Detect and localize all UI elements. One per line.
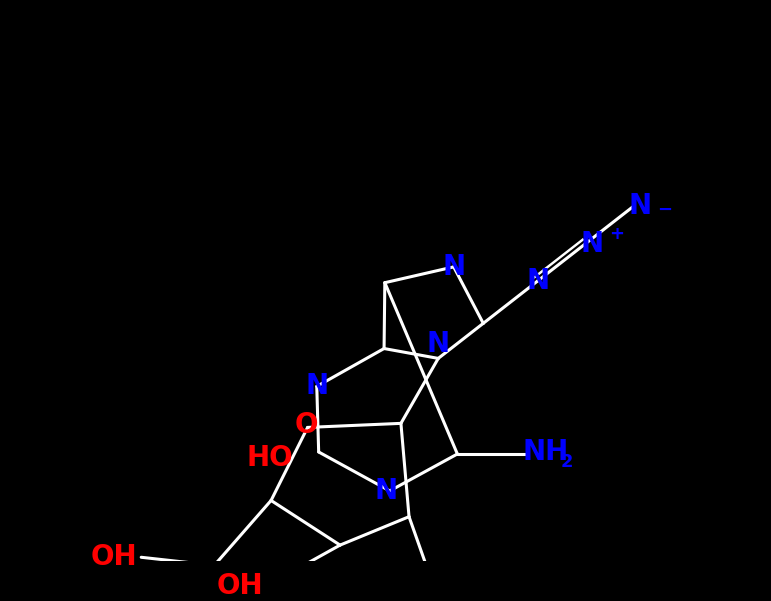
Text: O: O bbox=[295, 411, 318, 439]
Text: −: − bbox=[657, 201, 672, 219]
Text: N: N bbox=[581, 230, 604, 257]
Text: N: N bbox=[305, 373, 328, 400]
Text: 2: 2 bbox=[561, 453, 573, 471]
Text: OH: OH bbox=[217, 572, 263, 600]
Text: N: N bbox=[526, 267, 549, 295]
Text: OH: OH bbox=[90, 543, 137, 572]
Text: N: N bbox=[374, 477, 397, 505]
Text: N: N bbox=[628, 192, 651, 220]
Text: NH: NH bbox=[522, 438, 568, 466]
Text: N: N bbox=[442, 253, 465, 281]
Text: +: + bbox=[609, 225, 624, 243]
Text: HO: HO bbox=[247, 444, 293, 472]
Text: N: N bbox=[426, 330, 449, 358]
